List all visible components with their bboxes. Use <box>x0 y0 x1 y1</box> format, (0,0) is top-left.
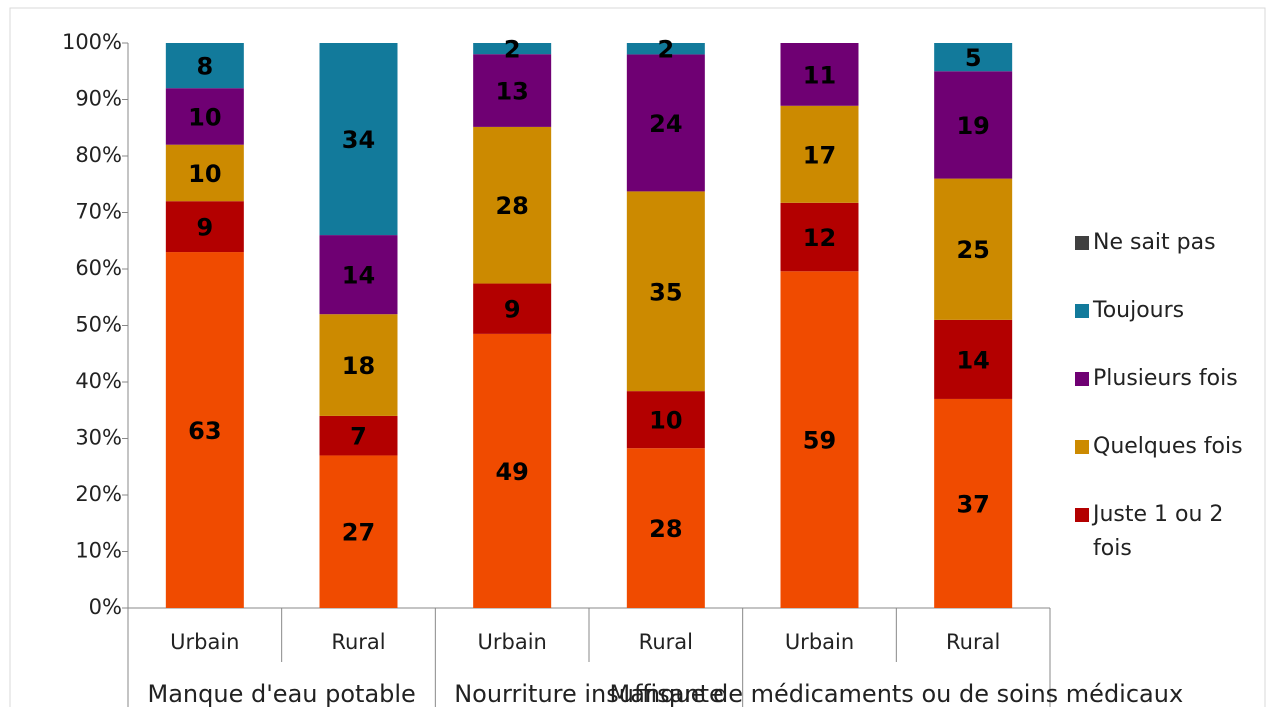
data-label: 24 <box>649 110 682 138</box>
y-tick-label: 90% <box>75 87 122 111</box>
bar-segment <box>319 455 398 608</box>
data-label: 34 <box>342 126 375 154</box>
bar-segment <box>934 319 1013 399</box>
bar-segment <box>319 235 398 315</box>
bar-segment <box>626 191 705 392</box>
bar-segment <box>165 43 244 89</box>
x-tick-label: Rural <box>946 630 1000 654</box>
data-label: 10 <box>188 103 221 131</box>
y-tick-label: 50% <box>75 313 122 337</box>
bar-segment <box>934 178 1013 320</box>
bar-segment <box>473 283 552 334</box>
legend-swatch <box>1075 236 1089 250</box>
bar-segment <box>473 333 552 608</box>
bar-segment <box>780 271 859 608</box>
group-label: Manque de médicaments ou de soins médica… <box>610 680 1184 707</box>
group-label: Nourriture insuffisante <box>454 680 724 707</box>
legend-swatch <box>1075 440 1089 454</box>
bar-segment <box>165 88 244 145</box>
y-tick-label: 10% <box>75 539 122 563</box>
bar-segment <box>473 54 552 127</box>
bar-segment <box>626 43 705 55</box>
data-label: 7 <box>350 423 367 451</box>
bar-segment <box>165 201 244 253</box>
bar-segment <box>626 448 705 608</box>
bar-segment <box>780 105 859 203</box>
chart-border <box>9 7 1266 707</box>
data-label: 8 <box>196 53 213 81</box>
y-tick-label: 30% <box>75 426 122 450</box>
data-label: 2 <box>504 36 521 64</box>
bar-segment <box>780 43 859 106</box>
x-tick-label: Urbain <box>785 630 854 654</box>
data-label: 18 <box>342 352 375 380</box>
legend-label: Plusieurs fois <box>1093 366 1238 391</box>
x-tick-label: Rural <box>331 630 385 654</box>
y-tick-label: 70% <box>75 200 122 224</box>
data-label: 11 <box>803 61 836 89</box>
data-label: 17 <box>803 141 836 169</box>
data-label: 25 <box>956 236 989 264</box>
bar-segment <box>934 398 1013 608</box>
data-label: 14 <box>956 346 989 374</box>
bar-segment <box>319 415 398 456</box>
bar-segment <box>165 252 244 609</box>
y-tick-label: 100% <box>62 30 122 54</box>
data-label: 14 <box>342 262 375 290</box>
legend-swatch <box>1075 304 1089 318</box>
y-tick-label: 60% <box>75 256 122 280</box>
data-label: 10 <box>649 407 682 435</box>
y-tick-label: 40% <box>75 369 122 393</box>
data-label: 35 <box>649 278 682 306</box>
legend-item: Ne sait pas <box>1075 226 1265 294</box>
data-label: 9 <box>504 296 521 324</box>
group-label: Manque d'eau potable <box>148 680 416 707</box>
bar-segment <box>165 144 244 202</box>
data-label: 28 <box>649 515 682 543</box>
data-label: 37 <box>956 490 989 518</box>
bar-segment <box>934 43 1013 72</box>
bar-segment <box>473 43 552 55</box>
legend-item: Plusieurs fois <box>1075 362 1265 430</box>
legend-label: Quelques fois <box>1093 434 1243 459</box>
data-label: 10 <box>188 160 221 188</box>
data-label: 5 <box>965 44 982 72</box>
legend-label: Juste 1 ou 2 fois <box>1093 502 1224 561</box>
data-label: 27 <box>342 519 375 547</box>
legend-item: Toujours <box>1075 294 1265 362</box>
bar-segment <box>319 43 398 236</box>
data-label: 2 <box>657 36 674 64</box>
legend-label: Toujours <box>1093 298 1185 323</box>
data-label: 19 <box>956 112 989 140</box>
data-label: 13 <box>495 78 528 106</box>
legend-swatch <box>1075 508 1089 522</box>
x-tick-label: Rural <box>639 630 693 654</box>
data-label: 12 <box>803 224 836 252</box>
data-label: 63 <box>188 417 221 445</box>
bar-segment <box>626 54 705 192</box>
legend-item: Juste 1 ou 2 fois <box>1075 498 1265 566</box>
data-label: 59 <box>803 427 836 455</box>
data-label: 9 <box>196 214 213 242</box>
y-tick-label: 20% <box>75 482 122 506</box>
x-tick-label: Urbain <box>170 630 239 654</box>
legend-swatch <box>1075 372 1089 386</box>
legend: Ne sait pas Toujours Plusieurs fois Quelque… <box>1075 226 1265 566</box>
legend-item: Quelques fois <box>1075 430 1265 498</box>
y-tick-label: 0% <box>89 595 122 619</box>
legend-label: Ne sait pas <box>1093 230 1216 255</box>
bar-segment <box>780 202 859 272</box>
data-label: 49 <box>495 458 528 486</box>
bar-segment <box>626 391 705 449</box>
data-label: 28 <box>495 192 528 220</box>
bar-segment <box>934 71 1013 179</box>
bar-segment <box>473 126 552 284</box>
x-tick-label: Urbain <box>477 630 546 654</box>
y-tick-label: 80% <box>75 143 122 167</box>
bar-segment <box>319 314 398 416</box>
